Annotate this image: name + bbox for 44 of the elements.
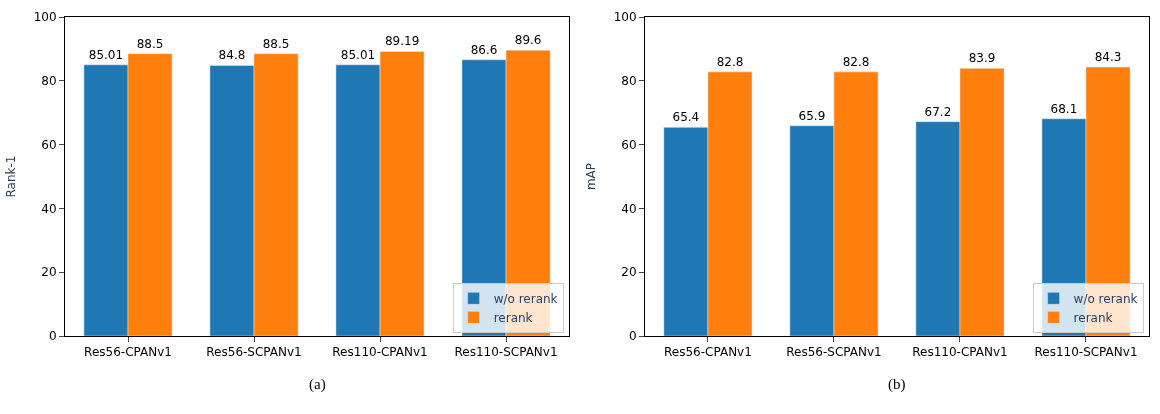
y-tick-label: 80: [41, 74, 57, 88]
data-label: 89.6: [514, 33, 542, 48]
y-axis-title: Rank-1: [3, 155, 18, 198]
legend-label: rerank: [1073, 310, 1113, 325]
x-tick-label: Res56-CPANv1: [84, 345, 172, 360]
y-tick-label: 80: [621, 74, 637, 88]
x-tick-label: Res56-SCPANv1: [206, 345, 302, 360]
x-tick-label: Res56-CPANv1: [664, 345, 752, 360]
data-label: 88.5: [262, 36, 290, 51]
y-tick-label: 0: [628, 329, 637, 344]
data-label: 82.8: [716, 54, 744, 69]
data-label: 84.8: [218, 48, 246, 63]
y-tick-label: 100: [33, 10, 57, 25]
data-label: 67.2: [924, 104, 952, 119]
data-label: 85.01: [88, 47, 124, 62]
x-tick-label: Res110-CPANv1: [332, 345, 428, 360]
data-label: 85.01: [340, 47, 376, 62]
legend-label: rerank: [493, 310, 533, 325]
data-label: 89.19: [384, 34, 420, 49]
legend-label: w/o rerank: [493, 291, 558, 306]
y-tick-label: 20: [621, 265, 637, 280]
text: (a): [309, 376, 326, 393]
data-label: 65.9: [798, 108, 826, 123]
data-label: 65.4: [672, 110, 700, 125]
data-label: 86.6: [470, 42, 498, 57]
x-tick-label: Res110-SCPANv1: [454, 345, 558, 360]
data-label: 82.8: [842, 54, 870, 69]
y-tick-label: 40: [621, 201, 637, 216]
data-label: 84.3: [1094, 50, 1122, 65]
y-tick-label: 60: [621, 137, 637, 152]
y-axis-title: mAP: [583, 162, 598, 191]
x-tick-label: Res110-SCPANv1: [1034, 345, 1138, 360]
data-label: 88.5: [136, 36, 164, 51]
text: (b): [888, 376, 906, 393]
y-tick-label: 0: [48, 329, 57, 344]
legend-label: w/o rerank: [1073, 291, 1138, 306]
y-tick-label: 100: [613, 10, 637, 25]
x-tick-label: Res110-CPANv1: [912, 345, 1008, 360]
y-tick-label: 40: [41, 201, 57, 216]
y-tick-label: 20: [41, 265, 57, 280]
x-tick-label: Res56-SCPANv1: [786, 345, 882, 360]
data-label: 68.1: [1050, 101, 1078, 116]
y-tick-label: 60: [41, 137, 57, 152]
data-label: 83.9: [968, 51, 996, 66]
